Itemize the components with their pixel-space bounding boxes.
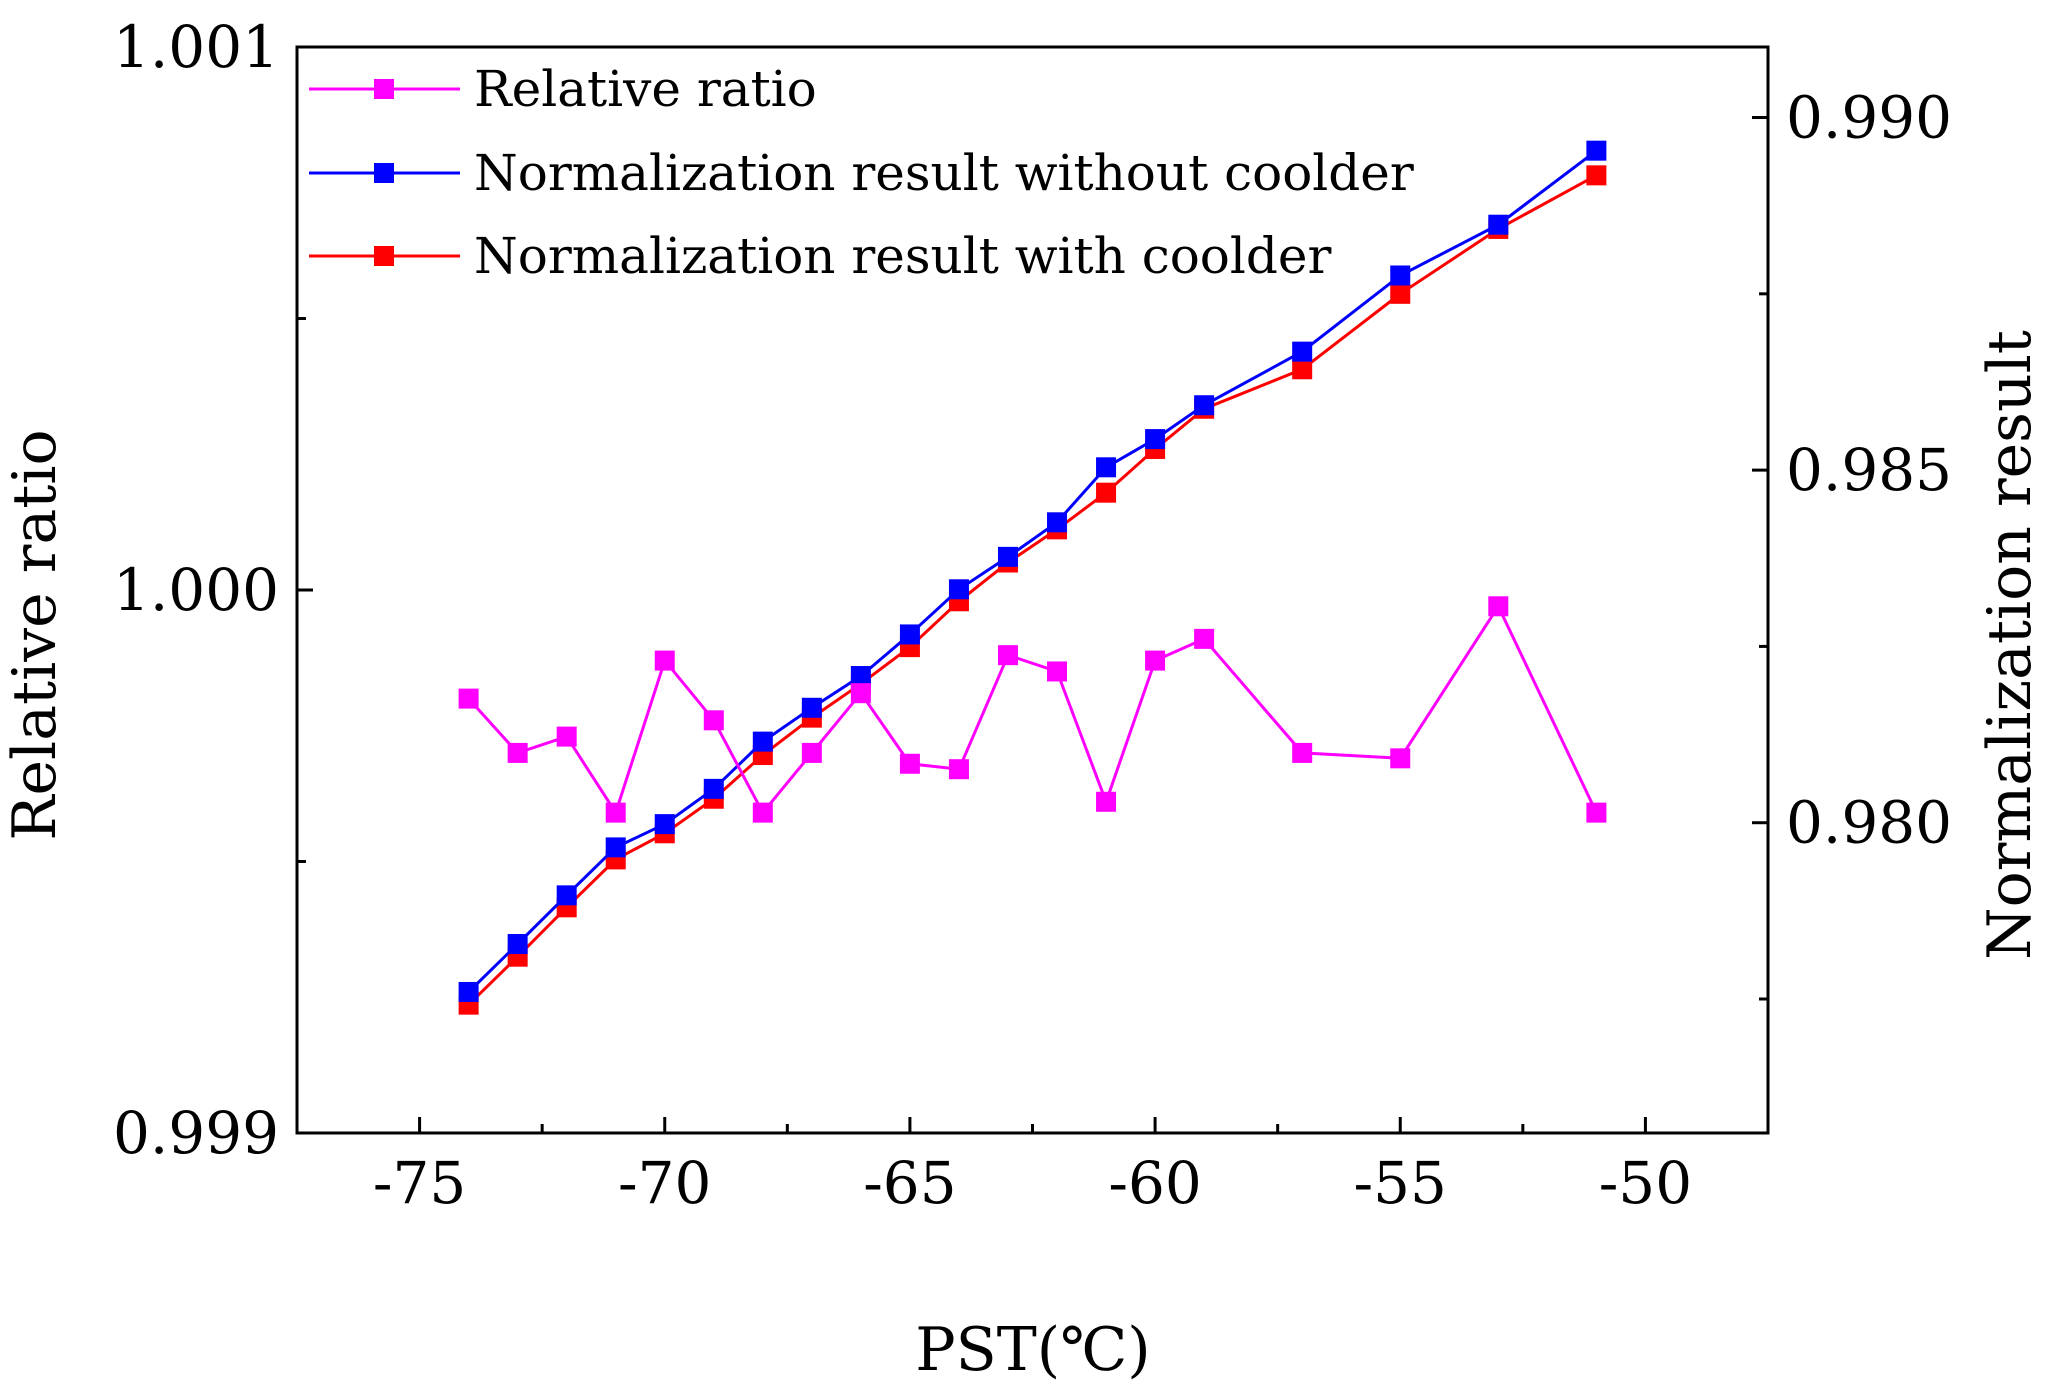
data-point — [899, 624, 920, 645]
data-point — [752, 802, 773, 823]
x-tick-label: -50 — [1599, 1149, 1692, 1217]
plot-frame — [295, 45, 1770, 1135]
data-point — [850, 666, 871, 687]
y-right-tick-label: 0.980 — [1786, 789, 1952, 857]
data-point — [1390, 748, 1411, 769]
data-point — [1047, 512, 1068, 533]
data-point — [1194, 395, 1215, 416]
data-point — [1145, 650, 1166, 671]
data-point — [1488, 214, 1509, 235]
data-point — [1292, 359, 1313, 380]
data-point — [1488, 596, 1509, 617]
y-left-tick-label: 1.001 — [113, 13, 279, 81]
y-left-axis-title: Relative ratio — [0, 429, 70, 840]
axis-ticks: -75 -70 -65 -60 -55 -50 0.999 1.000 1.001 0.980 0.… — [113, 13, 1952, 1217]
y-left-tick-label: 0.999 — [113, 1099, 279, 1167]
data-point — [654, 650, 675, 671]
data-point — [556, 726, 577, 747]
data-point — [1586, 140, 1607, 161]
data-point — [458, 688, 479, 709]
legend-marker — [374, 79, 394, 99]
data-point — [507, 934, 528, 955]
data-point — [1047, 661, 1068, 682]
legend-marker — [374, 163, 394, 183]
data-point — [458, 981, 479, 1002]
series-line — [467, 173, 1598, 1006]
x-axis-title: PST(℃) — [915, 1315, 1150, 1385]
data-point — [997, 546, 1018, 567]
data-point — [1292, 341, 1313, 362]
x-tick-label: -65 — [863, 1149, 956, 1217]
data-point — [1145, 429, 1166, 450]
data-point — [1390, 283, 1411, 304]
data-point — [997, 645, 1018, 666]
legend-item: Normalization result without coolder — [309, 144, 1414, 202]
data-point — [703, 710, 724, 731]
y-left-tick-label: 1.000 — [113, 556, 279, 624]
data-point — [1586, 802, 1607, 823]
data-point — [948, 579, 969, 600]
series-relative-ratio — [458, 596, 1607, 823]
legend-label: Normalization result without coolder — [474, 144, 1414, 202]
data-point — [1096, 482, 1117, 503]
data-point — [605, 802, 626, 823]
series-layer — [458, 140, 1607, 1015]
legend-label: Relative ratio — [474, 60, 817, 118]
data-point — [1586, 165, 1607, 186]
y-right-tick-label: 0.985 — [1786, 436, 1952, 504]
series-line — [467, 603, 1598, 817]
series-normalization-result-without-coolder — [458, 140, 1607, 1002]
data-point — [1096, 791, 1117, 812]
legend: Relative ratio Normalization result witho… — [309, 60, 1414, 285]
x-tick-label: -75 — [373, 1149, 466, 1217]
data-point — [556, 885, 577, 906]
data-point — [654, 814, 675, 835]
data-point — [801, 742, 822, 763]
legend-marker — [374, 246, 394, 266]
data-point — [605, 837, 626, 858]
legend-item: Normalization result with coolder — [309, 227, 1331, 285]
data-point — [1194, 628, 1215, 649]
x-tick-label: -55 — [1354, 1149, 1447, 1217]
data-point — [948, 759, 969, 780]
y-right-tick-label: 0.990 — [1786, 84, 1952, 152]
y-right-axis-title: Normalization result — [1975, 330, 2045, 960]
x-tick-label: -70 — [618, 1149, 711, 1217]
data-point — [850, 683, 871, 704]
data-point — [1390, 265, 1411, 286]
x-tick-label: -60 — [1108, 1149, 1201, 1217]
data-point — [703, 778, 724, 799]
data-point — [801, 697, 822, 718]
legend-item: Relative ratio — [309, 60, 817, 118]
data-point — [1292, 742, 1313, 763]
data-point — [899, 753, 920, 774]
data-point — [752, 731, 773, 752]
legend-label: Normalization result with coolder — [474, 227, 1331, 285]
series-normalization-result-with-coolder — [458, 165, 1607, 1015]
data-point — [1096, 457, 1117, 478]
data-point — [507, 742, 528, 763]
